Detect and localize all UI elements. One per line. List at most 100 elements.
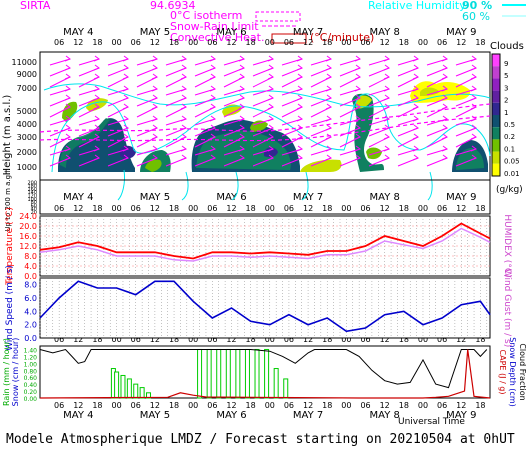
legend-convective-key	[271, 33, 307, 44]
wind-barb	[107, 73, 130, 88]
wind-barb	[49, 94, 72, 107]
wind-barb	[223, 154, 246, 167]
wind-barb-head	[180, 55, 188, 62]
wind-barb	[426, 115, 449, 126]
footer-text: Modele Atmospherique LMDZ / Forecast sta…	[6, 432, 515, 447]
wind-barb	[252, 145, 275, 156]
wind-barb-head	[64, 55, 72, 62]
hour-tick-label: 12	[303, 204, 313, 213]
hour-tick-label: 12	[303, 401, 313, 410]
wind-barb-head	[441, 85, 449, 92]
humidex-series-line	[39, 227, 491, 262]
wind-barb-head	[325, 85, 333, 92]
hour-tick-label: 06	[131, 204, 141, 213]
legend-rh-60-label: 60 %	[462, 10, 490, 23]
hour-tick-label: 00	[418, 335, 428, 344]
rh-contour	[43, 83, 491, 108]
wind-barb-head	[325, 154, 333, 161]
rain-bar	[283, 378, 289, 399]
y-tick-label: 8.0	[24, 252, 37, 261]
hour-tick-label: 00	[112, 401, 122, 410]
wind-barb	[339, 73, 362, 88]
wind-barb-head	[267, 133, 275, 140]
y-tick-label: 180	[27, 184, 37, 190]
hour-tick-label: 12	[380, 38, 390, 47]
wind-barb-head	[470, 154, 478, 161]
wind-barb-head	[151, 154, 159, 161]
wind-barb-head	[64, 85, 72, 92]
wind-barb-head	[267, 73, 275, 80]
wind-barb	[78, 55, 101, 66]
wind-barb-head	[122, 85, 130, 92]
hour-tick-label: 12	[150, 335, 160, 344]
wind-barb-head	[238, 115, 246, 122]
wind-barb-head	[209, 145, 217, 152]
hour-tick-label: 18	[322, 204, 332, 213]
hour-tick-label: 18	[92, 335, 102, 344]
wind-barb	[78, 85, 101, 96]
wind-barb	[455, 55, 478, 66]
wind-barb	[397, 115, 420, 126]
hour-tick-label: 18	[399, 401, 409, 410]
wind-barb	[49, 154, 72, 167]
day-label: MAY 5	[140, 27, 170, 38]
wind-barb	[397, 55, 420, 66]
wind-barb-head	[383, 103, 391, 110]
hour-tick-label: 18	[169, 204, 179, 213]
wind-barb-head	[296, 124, 304, 131]
hour-tick-label: 06	[360, 204, 370, 213]
wind-barb-head	[296, 133, 304, 140]
wind-barb-head	[93, 103, 101, 110]
wind-barb-head	[325, 115, 333, 122]
hour-tick-label: 00	[188, 38, 198, 47]
wind-barb-head	[122, 55, 130, 62]
wind-barb	[368, 115, 391, 126]
wind-barb-head	[209, 103, 217, 110]
wind-barb-head	[441, 103, 449, 110]
hour-tick-label: 06	[360, 38, 370, 47]
wind-barb	[426, 85, 449, 96]
colorbar-swatch	[492, 66, 500, 79]
wind-barb	[49, 115, 72, 126]
wind-barb	[223, 64, 246, 77]
wind-barb-head	[354, 85, 362, 92]
hour-tick-label: 06	[131, 38, 141, 47]
wind-barb	[397, 124, 420, 137]
wind-barb	[223, 115, 246, 126]
hour-tick-label: 18	[475, 204, 485, 213]
wind-barb-head	[64, 64, 72, 71]
wind-barb	[107, 94, 130, 107]
colorbar-tick-label: 9	[504, 60, 508, 68]
rain-bar	[126, 378, 132, 399]
wind-barb	[136, 154, 159, 167]
wind-barb	[49, 103, 72, 118]
hour-tick-label: 00	[418, 204, 428, 213]
wind-barb	[310, 145, 333, 156]
wind-barb	[107, 154, 130, 167]
wind-barb	[281, 154, 304, 167]
wind-barb	[194, 94, 217, 107]
wind-barb-head	[296, 94, 304, 101]
hour-tick-label: 00	[265, 335, 275, 344]
wind-barb-head	[354, 73, 362, 80]
hour-tick-label: 00	[112, 38, 122, 47]
wind-barb	[339, 94, 362, 107]
hour-tick-label: 12	[456, 204, 466, 213]
wind-barb-head	[412, 154, 420, 161]
wind-barb	[281, 124, 304, 137]
wind-barb	[252, 73, 275, 88]
wind-barb	[223, 133, 246, 148]
cape-series-line	[39, 349, 491, 399]
wind-barb	[194, 124, 217, 137]
y-tick-label: 1.20	[24, 354, 38, 361]
y-tick-label: 120	[27, 194, 37, 200]
wind-barb	[49, 133, 72, 148]
wind-barb-head	[151, 73, 159, 80]
hour-tick-label: 06	[54, 204, 64, 213]
wind-barb	[281, 145, 304, 156]
y-tick-label: 60	[31, 203, 37, 209]
wind-barb	[426, 73, 449, 88]
wind-barb	[107, 145, 130, 156]
cloud-blob	[456, 148, 484, 170]
rh-contour	[231, 171, 239, 201]
